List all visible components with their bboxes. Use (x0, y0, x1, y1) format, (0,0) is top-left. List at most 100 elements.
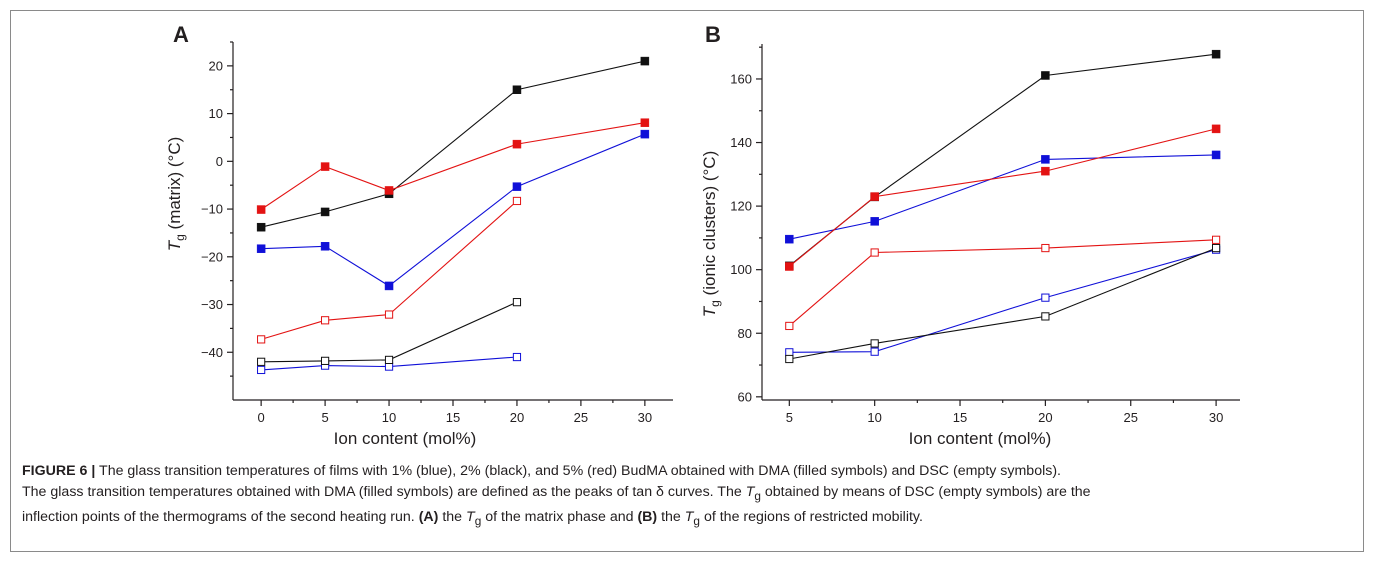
tg-symbol: T (745, 484, 755, 500)
data-point (257, 357, 266, 366)
series-blue-filled (785, 150, 1221, 244)
series-line (260, 200, 518, 340)
data-point (1041, 155, 1050, 164)
caption-text-3b: the (438, 508, 467, 525)
y-tick-label: 100 (730, 262, 752, 277)
data-point (320, 162, 330, 171)
data-point (384, 310, 394, 319)
data-point (1041, 71, 1050, 80)
data-point (512, 352, 522, 362)
x-tick-label: 20 (1038, 410, 1052, 425)
data-point (512, 196, 522, 206)
x-tick-label: 30 (638, 410, 652, 425)
y-tick-label: 20 (209, 58, 223, 73)
data-point (384, 186, 394, 195)
tg-symbol: T (466, 508, 475, 525)
data-point (640, 118, 650, 127)
data-point (1041, 243, 1050, 253)
panel-label-a: A (173, 22, 189, 47)
data-point (785, 321, 794, 331)
caption-text-2a: The glass transition temperatures obtain… (22, 484, 746, 500)
data-point (1211, 124, 1221, 134)
plot-area-b: 5 10 15 20 25 30 60 80 100 120 140 160 (730, 44, 1240, 425)
data-point (870, 248, 879, 257)
x-tick-label: 15 (953, 410, 967, 425)
plot-area-a: 0 5 10 15 20 25 30 −40 −30 −20 −10 0 10 20 (201, 41, 673, 425)
axes (756, 44, 1240, 406)
caption-label-b: (B) (637, 508, 658, 525)
series-line (789, 249, 1217, 353)
series-line (261, 356, 518, 371)
caption-text-1: The glass transition temperatures of fil… (95, 463, 1061, 479)
data-point (640, 56, 650, 66)
series-line (260, 122, 645, 210)
figure-frame (10, 10, 1364, 552)
y-axis-title-a: Tg (matrix) (°C) (165, 137, 187, 252)
y-tick-label: 10 (209, 106, 223, 121)
data-point (785, 234, 794, 244)
y-axis-title-b: Tg (ionic clusters) (°C) (700, 151, 722, 318)
series-blue-filled (256, 129, 650, 291)
x-tick-label: 25 (574, 410, 588, 425)
data-point (257, 365, 266, 375)
chart-panel-b: B 5 10 15 20 25 30 60 80 100 120 140 160 Tg (ionic … (700, 22, 1240, 448)
panel-label-b: B (705, 22, 721, 47)
x-tick-label: 10 (382, 410, 396, 425)
data-point (320, 316, 330, 325)
x-tick-label: 30 (1209, 410, 1223, 425)
data-point (785, 262, 794, 271)
series-red-empty (785, 235, 1221, 331)
caption-line-1: FIGURE 6 | The glass transition temperat… (22, 461, 1342, 482)
y-tick-label: −10 (201, 202, 223, 217)
series-line (788, 53, 1217, 267)
series-black-filled (785, 49, 1221, 271)
x-tick-label: 25 (1124, 410, 1138, 425)
caption-text-3c: of the matrix phase and (481, 508, 638, 525)
data-point (785, 354, 794, 364)
data-point (384, 362, 394, 371)
y-tick-label: 60 (738, 389, 752, 404)
x-tick-label: 5 (786, 410, 793, 425)
data-point (1212, 243, 1221, 253)
y-tick-label: 80 (738, 326, 752, 341)
series-red-filled (785, 124, 1221, 271)
data-point (384, 281, 394, 291)
data-point (640, 129, 650, 139)
series-line (261, 301, 518, 363)
data-point (320, 242, 330, 251)
series-line (789, 247, 1217, 360)
caption-line-3: inflection points of the thermograms of … (22, 507, 1342, 532)
data-point (870, 339, 879, 348)
series-red-empty (257, 196, 522, 344)
data-point (256, 244, 266, 253)
data-point (1211, 150, 1221, 160)
x-tick-label: 5 (321, 410, 328, 425)
y-tick-label: 0 (216, 154, 223, 169)
caption-text-3d: the (657, 508, 685, 525)
axes (227, 41, 673, 406)
data-point (512, 139, 522, 149)
data-point (512, 85, 522, 94)
series-blue-empty (785, 245, 1221, 357)
x-tick-label: 15 (446, 410, 460, 425)
data-point (256, 205, 266, 214)
series-line (260, 60, 646, 228)
y-tick-label: 120 (730, 199, 752, 214)
y-tick-label: −40 (201, 345, 223, 360)
data-point (512, 298, 522, 307)
series-line (789, 154, 1217, 240)
series-blue-empty (257, 352, 522, 375)
figure-caption: FIGURE 6 | The glass transition temperat… (22, 461, 1342, 532)
x-axis-title-b: Ion content (mol%) (909, 429, 1052, 448)
y-tick-label: −30 (201, 297, 223, 312)
caption-text-2b: obtained by means of DSC (empty symbols)… (760, 484, 1091, 500)
series-line (788, 128, 1217, 267)
y-tick-label: −20 (201, 249, 223, 264)
y-tick-label: 160 (730, 71, 752, 86)
data-point (870, 347, 879, 356)
data-point (870, 217, 879, 226)
series-line (261, 133, 646, 287)
data-point (256, 222, 266, 232)
caption-text-3e: of the regions of restricted mobility. (700, 508, 923, 525)
series-black-filled (256, 56, 650, 232)
